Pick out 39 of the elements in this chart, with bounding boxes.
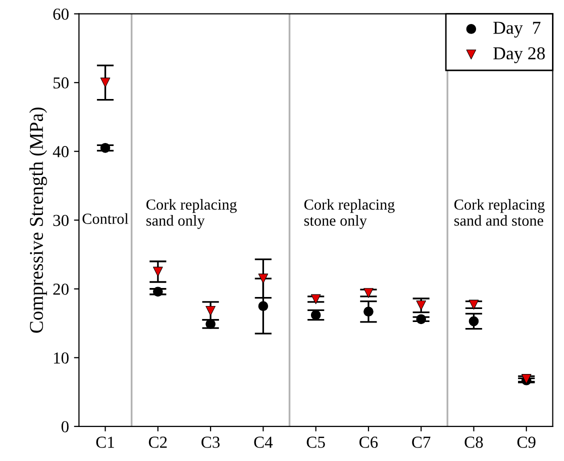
x-tick-label: C5	[306, 436, 325, 448]
x-tick-label: C6	[359, 436, 378, 448]
point	[258, 301, 268, 312]
point	[364, 288, 374, 298]
y-tick-label: 0	[62, 421, 69, 432]
x-tick-label: C4	[254, 436, 273, 448]
y-tick-label: 50	[54, 77, 69, 89]
x-tick-label: C7	[412, 436, 430, 448]
point	[468, 300, 479, 310]
point	[364, 306, 374, 317]
y-tick-label: 20	[53, 284, 69, 295]
point	[100, 142, 110, 153]
point	[206, 306, 216, 316]
point	[152, 286, 163, 297]
y-tick-label: 30	[53, 214, 69, 226]
point	[416, 314, 426, 324]
legend-label: Day 28	[493, 47, 545, 64]
y-tick-label: 60	[53, 8, 69, 20]
point	[310, 310, 321, 320]
point	[100, 78, 110, 88]
annotation: Cork replacing sand and stone	[454, 199, 545, 226]
x-tick-label: C8	[464, 436, 483, 448]
x-tick-label: C3	[202, 436, 220, 448]
x-tick-label: C2	[148, 436, 167, 448]
point	[258, 274, 268, 284]
x-tick-label: C9	[517, 436, 536, 448]
legend-label: Day 7	[493, 22, 540, 38]
point	[206, 319, 216, 329]
x-tick-label: C1	[96, 436, 114, 448]
point	[152, 266, 163, 277]
annotation: Cork replacing stone only	[304, 198, 395, 229]
point	[310, 294, 321, 304]
y-tick-label: 10	[54, 352, 69, 364]
annotation: Control	[82, 213, 128, 224]
point	[468, 316, 479, 326]
y-tick-label: 40	[52, 146, 69, 158]
y-axis-title: Compressive Strength (MPa)	[29, 108, 48, 333]
point	[416, 300, 426, 310]
annotation: Cork replacing sand only	[146, 198, 237, 229]
